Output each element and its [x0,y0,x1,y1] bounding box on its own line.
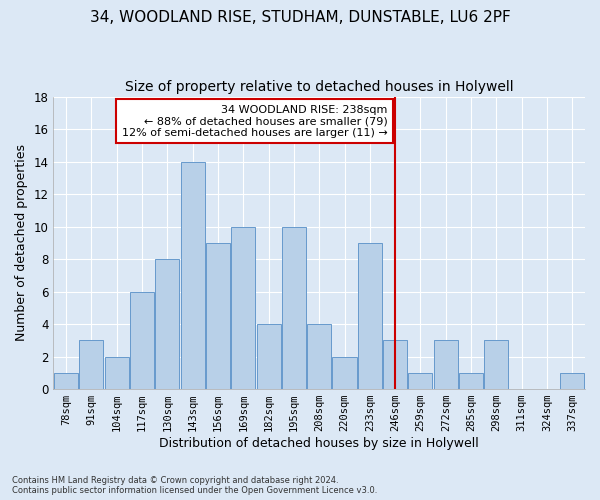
Text: 34, WOODLAND RISE, STUDHAM, DUNSTABLE, LU6 2PF: 34, WOODLAND RISE, STUDHAM, DUNSTABLE, L… [89,10,511,25]
Bar [383,340,407,389]
Bar [332,356,356,389]
Bar [409,373,433,389]
Bar [257,324,281,389]
Bar [130,292,154,389]
Bar [104,356,129,389]
Bar [434,340,458,389]
Bar [358,243,382,389]
X-axis label: Distribution of detached houses by size in Holywell: Distribution of detached houses by size … [160,437,479,450]
Text: Contains HM Land Registry data © Crown copyright and database right 2024.
Contai: Contains HM Land Registry data © Crown c… [12,476,377,495]
Text: 34 WOODLAND RISE: 238sqm
← 88% of detached houses are smaller (79)
12% of semi-d: 34 WOODLAND RISE: 238sqm ← 88% of detach… [122,104,388,138]
Bar [231,226,255,389]
Y-axis label: Number of detached properties: Number of detached properties [15,144,28,342]
Bar [307,324,331,389]
Bar [459,373,483,389]
Bar [79,340,103,389]
Bar [54,373,78,389]
Bar [155,259,179,389]
Bar [206,243,230,389]
Bar [484,340,508,389]
Bar [181,162,205,389]
Bar [560,373,584,389]
Title: Size of property relative to detached houses in Holywell: Size of property relative to detached ho… [125,80,514,94]
Bar [282,226,306,389]
